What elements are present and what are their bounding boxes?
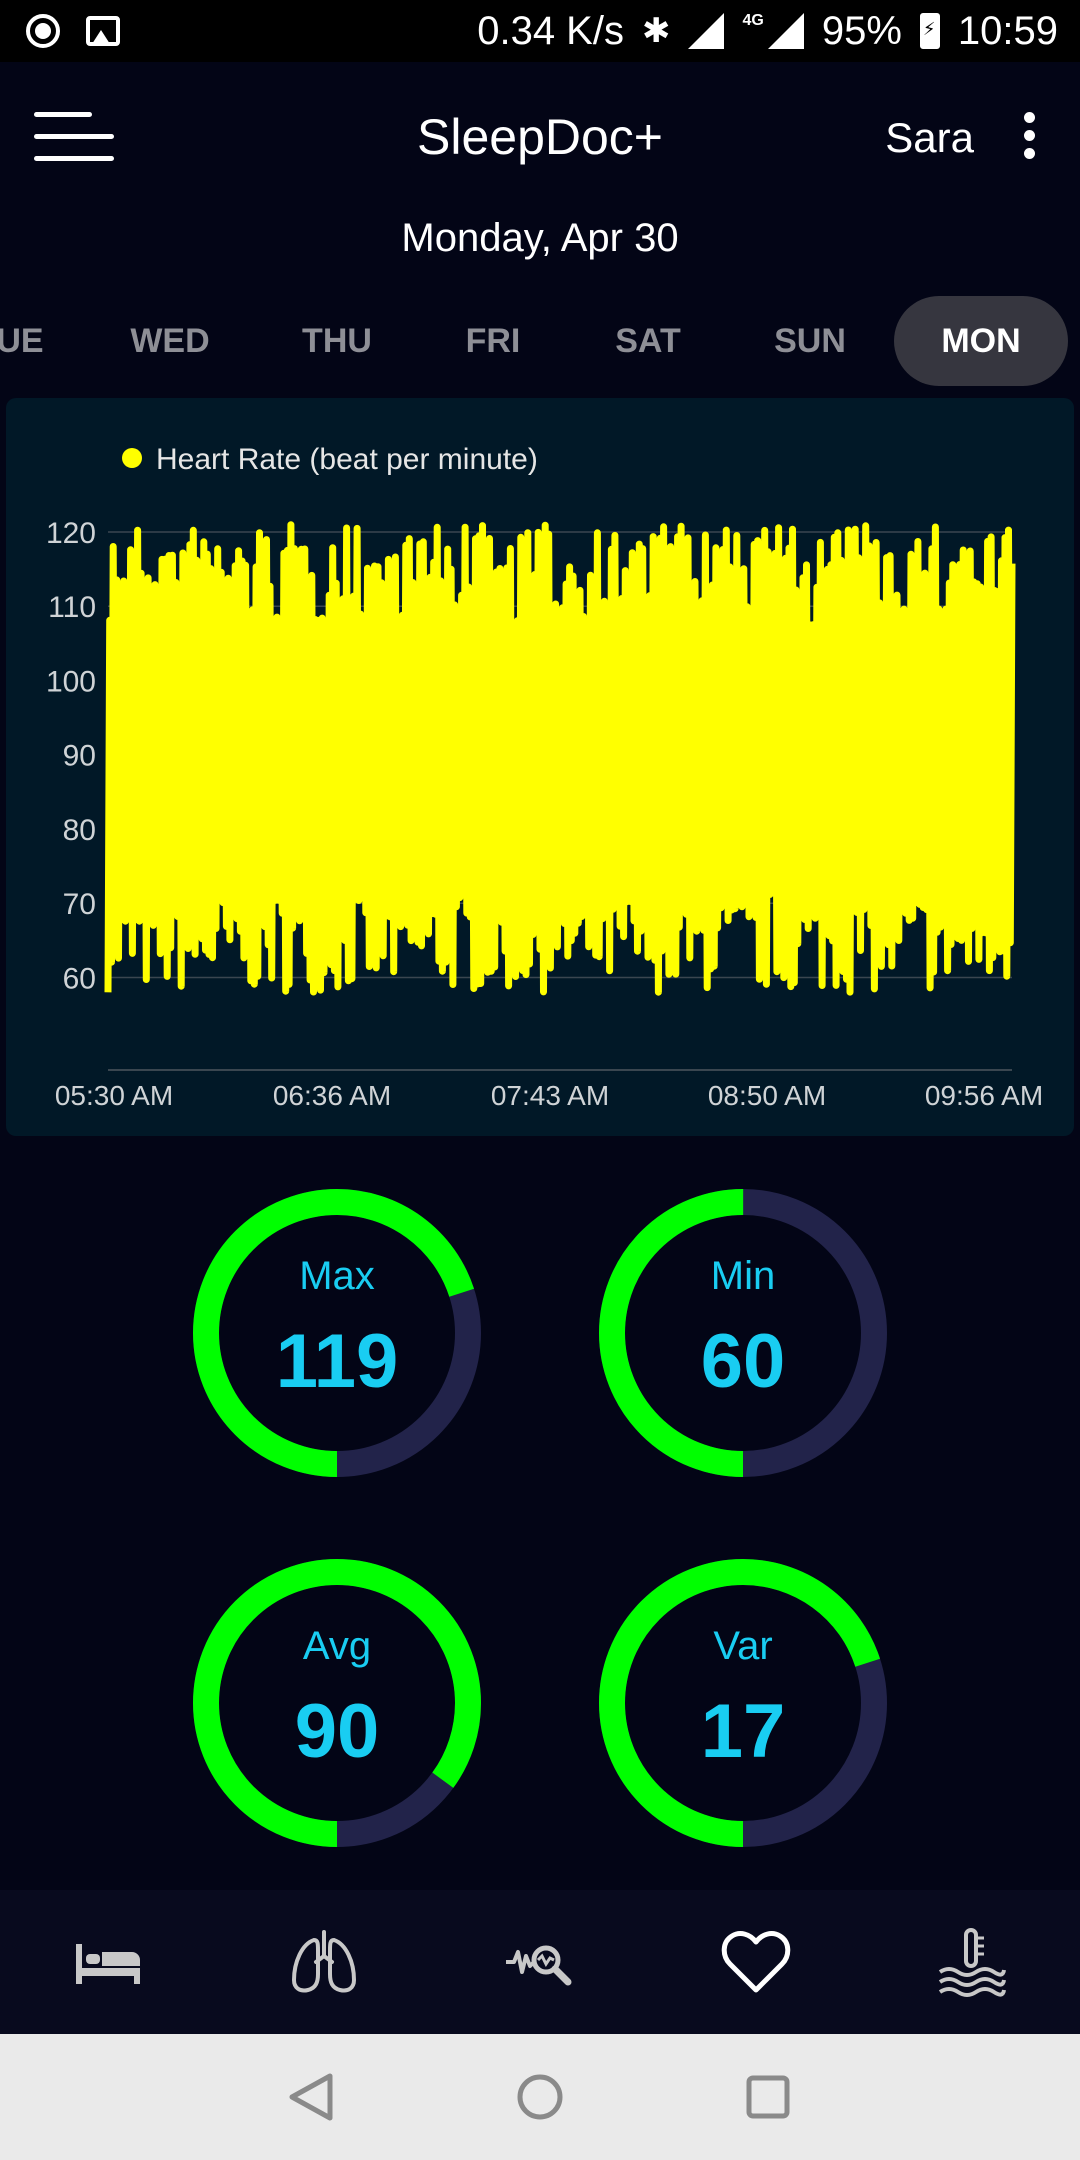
tab-fri[interactable]: FRI [465, 322, 521, 360]
battery-icon [919, 13, 940, 49]
recents-icon[interactable] [733, 2062, 803, 2132]
battery-percent: 95% [821, 8, 902, 53]
stat-ring-min: Min 60 [598, 1188, 888, 1478]
x-tick-label: 07:43 AM [491, 1080, 609, 1111]
home-icon[interactable] [505, 2062, 575, 2132]
stat-label: Min [710, 1254, 776, 1298]
stat-ring-var: Var 17 [598, 1558, 888, 1848]
app-bar: SleepDoc+ Sara [0, 62, 1080, 214]
stat-label: Max [299, 1254, 375, 1298]
y-tick-label: 90 [63, 740, 96, 773]
x-tick-label: 09:56 AM [925, 1080, 1043, 1111]
x-tick-label: 08:50 AM [708, 1080, 826, 1111]
tab-mon[interactable]: MON [894, 296, 1068, 386]
heart-rate-line [104, 521, 1016, 996]
y-tick-label: 60 [63, 962, 96, 995]
stat-label: Var [713, 1624, 773, 1668]
tab-sun[interactable]: SUN [774, 322, 846, 360]
tab-wed[interactable]: WED [130, 322, 210, 360]
legend: Heart Rate (beat per minute) [122, 443, 538, 476]
screen-record-icon [26, 14, 60, 48]
x-tick-label: 06:36 AM [273, 1080, 391, 1111]
legend-marker [122, 448, 142, 468]
ring-graphic [193, 1189, 481, 1477]
date-label: Monday, Apr 30 [401, 216, 679, 260]
user-name[interactable]: Sara [885, 114, 974, 161]
nav-environment[interactable] [864, 1890, 1080, 2034]
heart-icon [721, 1931, 791, 1993]
ring-graphic [193, 1559, 481, 1847]
status-bar: 0.34 K/s ✱ 4G 95% 10:59 [0, 0, 1080, 62]
bottom-nav [0, 1890, 1080, 2034]
back-icon[interactable] [276, 2062, 346, 2132]
chart-svg: Heart Rate (beat per minute) 60 70 80 90 100 1… [46, 443, 1043, 1111]
nav-analysis[interactable] [432, 1890, 648, 2034]
ring-progress [193, 1559, 481, 1847]
system-nav-bar [0, 2034, 1080, 2160]
y-tick-label: 80 [63, 814, 96, 847]
nav-breathing[interactable] [216, 1890, 432, 2034]
signal-icon-2 [767, 13, 804, 49]
stat-ring-avg: Avg 90 [192, 1558, 482, 1848]
nav-heart-rate[interactable] [648, 1890, 864, 2034]
tab-tue[interactable]: UE [0, 322, 44, 360]
stat-value: 17 [700, 1689, 786, 1774]
ring-graphic [599, 1189, 887, 1477]
stat-value: 90 [294, 1689, 380, 1774]
temperature-water-icon [938, 1928, 1006, 1997]
ring-graphic [599, 1559, 887, 1847]
signal-icon [688, 13, 725, 49]
ring-progress [193, 1189, 481, 1477]
heart-rate-chart: Heart Rate (beat per minute) 60 70 80 90 100 1… [6, 398, 1074, 1136]
ring-progress [599, 1559, 887, 1847]
day-tabs: UE WED THU FRI SAT SUN MON [0, 296, 1080, 386]
stat-label: Avg [302, 1624, 372, 1668]
tab-thu[interactable]: THU [302, 322, 372, 360]
lungs-icon [291, 1930, 357, 1993]
y-tick-label: 110 [48, 591, 96, 624]
stat-value: 119 [275, 1319, 399, 1404]
network-speed: 0.34 K/s [477, 8, 624, 53]
bed-icon [76, 1944, 140, 1984]
y-tick-label: 70 [63, 888, 96, 921]
ring-progress [599, 1189, 887, 1477]
network-type: 4G [742, 12, 764, 29]
tab-sat[interactable]: SAT [615, 322, 681, 360]
stat-value: 60 [700, 1319, 786, 1404]
menu-icon[interactable] [34, 112, 114, 164]
clock: 10:59 [957, 8, 1058, 53]
wave-search-icon [506, 1945, 572, 1986]
nav-sleep[interactable] [0, 1890, 216, 2034]
x-tick-label: 05:30 AM [55, 1080, 173, 1111]
bluetooth-icon: ✱ [641, 12, 671, 50]
image-notification-icon [86, 16, 120, 46]
y-tick-label: 100 [46, 665, 96, 698]
legend-label: Heart Rate (beat per minute) [156, 443, 538, 476]
y-tick-label: 120 [46, 517, 96, 550]
more-options-icon[interactable] [1022, 112, 1036, 160]
stat-ring-max: Max 119 [192, 1188, 482, 1478]
